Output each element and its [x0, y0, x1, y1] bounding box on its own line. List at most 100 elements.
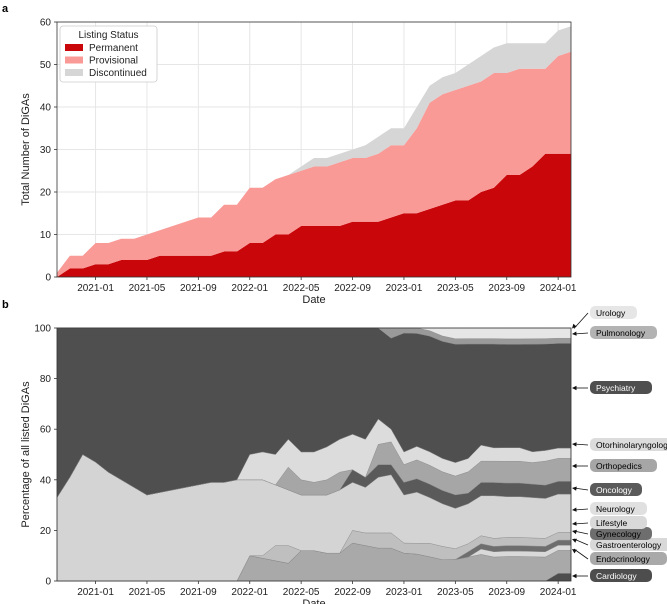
chart-b-callout-arrowhead-neurology: [572, 507, 577, 512]
chart-b-xtick-label-5: 2022-09: [334, 587, 371, 598]
chart-b-callout-label-gastroenterology: Gastroenterology: [596, 540, 662, 550]
chart-b-callout-box-lifestyle: [590, 516, 647, 529]
chart-a-xtick-label-2: 2021-09: [180, 283, 217, 294]
chart-b-callout-urology: Urology: [572, 306, 637, 329]
chart-b-callout-box-gynecology: [590, 527, 652, 540]
chart-b-callout-label-endocrinology: Endocrinology: [596, 554, 651, 564]
chart-b-callout-box-orthopedics: [590, 459, 657, 472]
chart-b-callout-neurology: Neurology: [572, 502, 647, 515]
chart-a-xtick-label-7: 2023-05: [437, 283, 474, 294]
chart-b-callout-arrowhead-gastroenterology: [572, 538, 577, 543]
chart-b-callout-box-neurology: [590, 502, 647, 515]
chart-b-xtick-label-6: 2023-01: [386, 587, 423, 598]
chart-a-ytick-label-6: 60: [40, 18, 52, 29]
chart-a-area-discontinued: [57, 26, 571, 273]
chart-b-ytick-label-0: 0: [45, 577, 51, 588]
chart-a-xtick-label-1: 2021-05: [129, 283, 166, 294]
chart-b-callout-label-cardiology: Cardiology: [596, 571, 637, 581]
chart-a-legend-label-permanent: Permanent: [89, 43, 138, 54]
chart-b-ytick-label-1: 20: [40, 526, 52, 537]
chart-a-xtick-label-8: 2023-09: [488, 283, 525, 294]
chart-b-xlabel: Date: [302, 598, 325, 604]
chart-b-callout-arrow-endocrinology: [573, 548, 589, 560]
chart-b-callout-otorhinolaryngology: Otorhinolaryngology: [572, 438, 667, 451]
chart-b-xtick-label-3: 2022-01: [231, 587, 268, 598]
chart-a: 0 10 20 30 40 50 60 2021-01 2021-05 2021-09 2022-0…: [20, 18, 577, 307]
chart-b-callout-label-gynecology: Gynecology: [596, 529, 642, 539]
chart-b-callout-arrowhead-orthopedics: [572, 463, 577, 469]
chart-a-legend-label-discontinued: Discontinued: [89, 68, 147, 79]
chart-b-callout-gynecology: Gynecology: [572, 527, 652, 540]
chart-b-callout-arrowhead-otorhinolaryngology: [572, 442, 577, 447]
chart-b-ylabel: Percentage of all listed DiGAs: [20, 381, 32, 528]
chart-b-ytick-label-5: 100: [34, 324, 51, 335]
chart-a-legend-box: [59, 25, 158, 83]
chart-b-callout-arrowhead-gynecology: [572, 529, 577, 535]
chart-a-legend-swatch-discontinued: [65, 69, 83, 76]
chart-a-xtick-label-9: 2024-01: [540, 283, 577, 294]
chart-b-callout-box-psychiatry: [590, 381, 652, 394]
chart-b-callout-box-endocrinology: [590, 552, 667, 565]
chart-a-ytick-label-2: 20: [40, 188, 52, 199]
chart-a-ytick-label-0: 0: [45, 273, 51, 284]
panel-b-label: b: [2, 299, 9, 311]
chart-b-callout-pulmonology: Pulmonology: [572, 326, 657, 339]
chart-b-xtick-label-1: 2021-05: [129, 587, 166, 598]
chart-b-callout-arrowhead-oncology: [572, 486, 577, 491]
chart-b-callout-box-otorhinolaryngology: [590, 438, 667, 451]
chart-b-xtick-label-7: 2023-05: [437, 587, 474, 598]
chart-b-callout-arrow-urology: [573, 312, 589, 329]
chart-a-ytick-label-3: 30: [40, 145, 52, 156]
chart-b-xtick-label-0: 2021-01: [77, 587, 114, 598]
chart-b-callout-arrowhead-lifestyle: [572, 521, 577, 526]
chart-b-callout-label-pulmonology: Pulmonology: [596, 328, 646, 338]
chart-b-callout-orthopedics: Orthopedics: [572, 459, 657, 472]
chart-a-xtick-label-0: 2021-01: [77, 283, 114, 294]
chart-b-callout-box-pulmonology: [590, 326, 657, 339]
chart-b-callout-label-neurology: Neurology: [596, 504, 635, 514]
chart-b-callout-box-oncology: [590, 483, 642, 496]
chart-a-ytick-label-4: 40: [40, 103, 52, 114]
chart-b-callout-arrowhead-endocrinology: [572, 549, 577, 554]
chart-b-callout-arrowhead-pulmonology: [572, 331, 577, 336]
chart-b-callout-lifestyle: Lifestyle: [572, 516, 647, 529]
chart-a-xtick-label-3: 2022-01: [231, 283, 268, 294]
panel-a-label: a: [2, 3, 9, 15]
chart-b-callout-label-otorhinolaryngology: Otorhinolaryngology: [596, 440, 667, 450]
chart-b-xtick-label-4: 2022-05: [283, 587, 320, 598]
chart-a-xtick-label-4: 2022-05: [283, 283, 320, 294]
chart-b-xtick-label-8: 2023-09: [488, 587, 525, 598]
chart-b-callout-box-urology: [590, 306, 637, 319]
chart-b-callout-cardiology: Cardiology: [572, 569, 652, 582]
chart-b-callout-psychiatry: Psychiatry: [572, 381, 652, 394]
chart-b-callout-gastroenterology: Gastroenterology: [572, 538, 667, 551]
chart-a-xtick-label-5: 2022-09: [334, 283, 371, 294]
chart-b-callout-arrowhead-urology: [572, 323, 577, 329]
chart-a-legend-title: Listing Status: [78, 30, 138, 41]
chart-a-ytick-label-1: 10: [40, 230, 52, 241]
chart-a-legend-swatch-permanent: [65, 44, 83, 51]
chart-b-callout-label-urology: Urology: [596, 308, 626, 318]
chart-b-ytick-label-4: 80: [40, 374, 52, 385]
chart-a-legend-swatch-provisional: [65, 56, 83, 64]
chart-a-legend-label-provisional: Provisional: [89, 56, 138, 67]
chart-b-xtick-label-2: 2021-09: [180, 587, 217, 598]
chart-a-ytick-label-5: 50: [40, 60, 52, 71]
chart-b-callout-arrowhead-cardiology: [572, 573, 577, 579]
chart-a-ylabel: Total Number of DiGAs: [20, 93, 32, 206]
chart-b-callout-label-oncology: Oncology: [596, 485, 633, 495]
chart-b-callout-label-orthopedics: Orthopedics: [596, 461, 642, 471]
chart-a-area-provisional: [57, 51, 571, 277]
chart-b-frame: [56, 327, 572, 582]
chart-a-xlabel: Date: [302, 294, 325, 306]
chart-a-area-permanent: [57, 153, 571, 277]
chart-b-ytick-label-2: 40: [40, 475, 52, 486]
chart-b: 0 20 40 60 80 100 2021-01 2021-05 2021-09 2022-01…: [20, 306, 667, 604]
chart-b-callout-endocrinology: Endocrinology: [572, 548, 667, 565]
chart-b-ytick-label-3: 60: [40, 425, 52, 436]
chart-b-callout-label-psychiatry: Psychiatry: [596, 383, 636, 393]
chart-b-callout-oncology: Oncology: [572, 483, 642, 496]
chart-b-xtick-label-9: 2024-01: [540, 587, 577, 598]
chart-b-callout-arrowhead-psychiatry: [572, 385, 577, 391]
